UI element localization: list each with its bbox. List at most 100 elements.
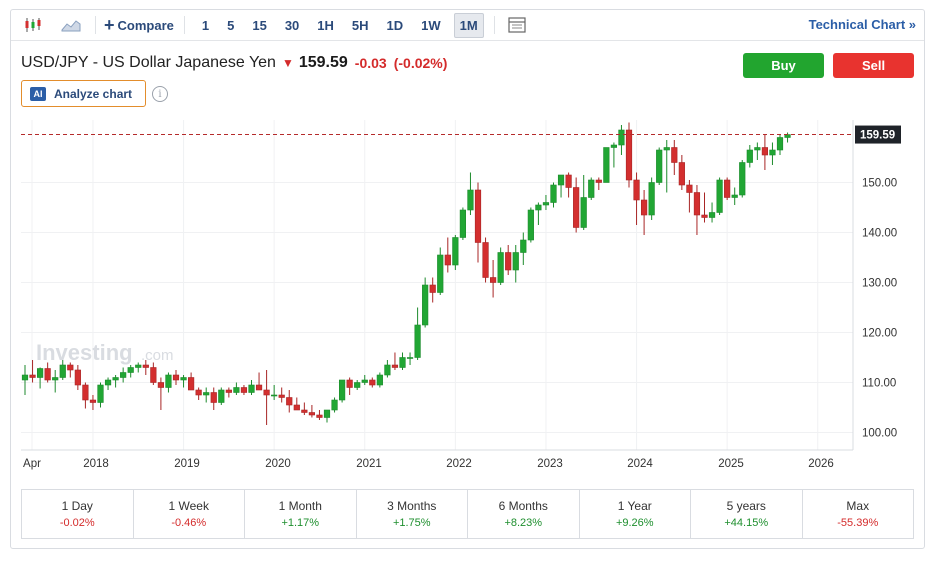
candle-body[interactable] [406,357,414,359]
candle-body[interactable] [640,199,648,216]
candle-body[interactable] [248,384,255,393]
candle-body[interactable] [44,368,51,381]
candle-body[interactable] [437,254,444,293]
candle-body[interactable] [142,364,149,368]
candle-body[interactable] [663,147,670,151]
data-table-icon[interactable] [505,13,529,37]
candle-body[interactable] [240,387,248,393]
compare-button[interactable]: + Compare [104,16,174,34]
candle-body[interactable] [29,374,36,378]
candle-body[interactable] [686,184,693,193]
candle-body[interactable] [693,192,701,216]
candle-body[interactable] [512,252,519,271]
analyze-chart-button[interactable]: AI Analyze chart [21,80,146,107]
candle-body[interactable] [603,147,610,183]
candle-body[interactable] [135,364,142,368]
timeframe-5h[interactable]: 5H [351,17,369,33]
candle-body[interactable] [203,392,210,396]
candle-body[interactable] [520,239,527,253]
candle-body[interactable] [165,374,172,388]
performance-cell[interactable]: 6 Months +8.23% [468,490,580,538]
candle-body[interactable] [263,389,270,396]
candle-body[interactable] [271,394,278,397]
candle-body[interactable] [112,377,119,381]
candle-body[interactable] [338,379,346,401]
candle-body[interactable] [286,397,293,406]
candle-body[interactable] [414,324,421,358]
performance-cell[interactable]: 3 Months +1.75% [357,490,468,538]
candle-body[interactable] [573,187,580,228]
timeframe-5[interactable]: 5 [227,17,235,33]
candle-body[interactable] [384,364,391,376]
candle-body[interactable] [618,129,625,146]
timeframe-1d[interactable]: 1D [386,17,404,33]
candle-body[interactable] [580,197,587,228]
candle-body[interactable] [308,412,316,416]
timeframe-1m[interactable]: 1M [453,12,484,38]
candle-body[interactable] [761,147,768,156]
candle-body[interactable] [550,184,557,203]
candle-body[interactable] [776,137,784,151]
candle-body[interactable] [610,144,617,148]
candle-body[interactable] [399,357,406,368]
buy-button[interactable]: Buy [743,53,824,78]
candle-body[interactable] [444,254,451,266]
candle-body[interactable] [120,372,127,378]
candle-body[interactable] [210,392,217,403]
candle-body[interactable] [535,204,542,211]
candle-body[interactable] [301,409,308,413]
candle-body[interactable] [625,129,633,181]
performance-cell[interactable]: Max -55.39% [803,490,914,538]
timeframe-1[interactable]: 1 [201,17,210,33]
candle-body[interactable] [565,174,572,188]
candle-body[interactable] [557,174,565,186]
candle-body[interactable] [172,374,180,381]
performance-cell[interactable]: 1 Week -0.46% [134,490,245,538]
candle-body[interactable] [59,364,66,378]
candle-body[interactable] [67,364,74,371]
candle-body[interactable] [595,179,602,183]
info-icon[interactable]: i [152,86,168,102]
candle-body[interactable] [369,379,376,386]
timeframe-1h[interactable]: 1H [317,17,334,33]
candle-body[interactable] [21,374,29,381]
candle-body[interactable] [701,214,708,218]
candle-body[interactable] [459,209,467,238]
candle-body[interactable] [376,374,383,386]
candlestick-chart-icon[interactable] [21,13,45,37]
candle-body[interactable] [74,369,81,386]
timeframe-30[interactable]: 30 [284,17,300,33]
candle-body[interactable] [527,209,534,241]
candle-body[interactable] [316,414,323,418]
candle-body[interactable] [180,377,187,381]
candle-body[interactable] [474,189,482,243]
candle-body[interactable] [678,162,685,186]
candle-body[interactable] [754,147,761,151]
candle-body[interactable] [467,189,474,211]
candle-body[interactable] [497,252,504,283]
performance-cell[interactable]: 5 years +44.15% [691,490,803,538]
candle-body[interactable] [104,379,112,386]
candle-body[interactable] [489,277,497,283]
candle-body[interactable] [656,149,663,183]
candle-body[interactable] [429,284,436,293]
candle-body[interactable] [391,364,399,368]
candle-body[interactable] [724,179,731,198]
performance-cell[interactable]: 1 Day -0.02% [22,490,134,538]
candle-body[interactable] [331,399,338,411]
candle-body[interactable] [157,382,165,388]
candle-body[interactable] [188,377,195,391]
candle-body[interactable] [716,179,723,213]
candle-body[interactable] [746,149,753,163]
candle-body[interactable] [278,394,285,398]
candle-body[interactable] [671,147,678,163]
candle-body[interactable] [233,387,240,393]
candle-body[interactable] [648,182,655,216]
performance-cell[interactable]: 1 Month +1.17% [245,490,357,538]
candle-body[interactable] [225,389,232,393]
candle-body[interactable] [361,379,368,383]
candle-body[interactable] [255,384,263,391]
timeframe-15[interactable]: 15 [252,17,267,33]
technical-chart-link[interactable]: Technical Chart » [808,17,916,32]
candle-body[interactable] [505,252,512,271]
